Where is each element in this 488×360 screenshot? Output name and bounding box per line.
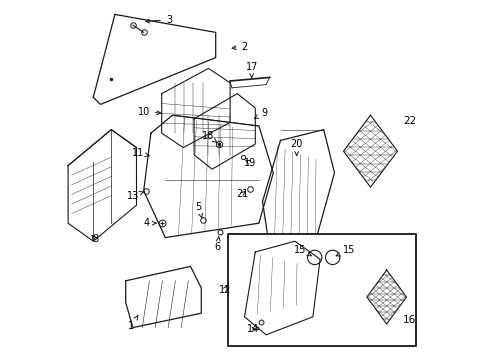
Text: 8: 8 — [92, 234, 98, 244]
Text: 7: 7 — [230, 238, 236, 252]
Text: 22: 22 — [402, 116, 415, 126]
Text: 15: 15 — [336, 245, 354, 256]
Text: 21: 21 — [236, 189, 248, 199]
Text: 2: 2 — [232, 42, 247, 52]
Text: 18: 18 — [202, 131, 217, 143]
Text: 15: 15 — [293, 245, 311, 256]
Text: 11: 11 — [132, 148, 150, 158]
Text: 20: 20 — [290, 139, 302, 156]
Text: 16: 16 — [402, 315, 415, 325]
Text: 6: 6 — [214, 236, 220, 252]
Text: 5: 5 — [195, 202, 202, 218]
Text: 10: 10 — [137, 107, 161, 117]
Text: 1: 1 — [128, 316, 138, 331]
Text: 14: 14 — [247, 324, 259, 334]
Text: 12: 12 — [218, 285, 230, 295]
Text: 9: 9 — [254, 108, 267, 118]
Text: 17: 17 — [245, 62, 257, 77]
Text: 3: 3 — [145, 15, 172, 25]
Text: 4: 4 — [143, 218, 156, 228]
Text: 13: 13 — [126, 191, 144, 201]
Bar — [228, 234, 415, 346]
Text: 19: 19 — [244, 158, 256, 168]
